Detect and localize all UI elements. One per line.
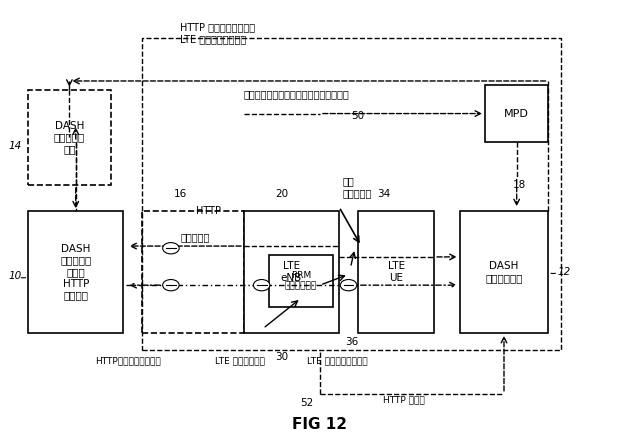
FancyBboxPatch shape	[142, 211, 244, 333]
Text: DASH
コンテンツ
準備: DASH コンテンツ 準備	[54, 121, 85, 154]
Text: 10: 10	[9, 271, 22, 282]
Text: DASH
クライアント: DASH クライアント	[485, 261, 523, 283]
Circle shape	[340, 279, 356, 291]
Text: 36: 36	[345, 337, 358, 347]
Text: MPD: MPD	[504, 109, 529, 118]
Circle shape	[163, 242, 179, 254]
Text: HTTP ゲット: HTTP ゲット	[383, 396, 425, 405]
FancyBboxPatch shape	[28, 90, 111, 185]
Text: RRM
スケジューラ: RRM スケジューラ	[285, 271, 317, 290]
Text: HTTP: HTTP	[196, 206, 221, 216]
FancyBboxPatch shape	[358, 211, 434, 333]
Text: 16: 16	[174, 189, 187, 199]
Circle shape	[163, 279, 179, 291]
Text: 12: 12	[557, 267, 571, 277]
FancyBboxPatch shape	[244, 211, 339, 333]
Text: キャッシュ: キャッシュ	[180, 232, 210, 242]
Text: DASH
セグメント
を持つ
HTTP
サーバー: DASH セグメント を持つ HTTP サーバー	[60, 244, 92, 301]
FancyBboxPatch shape	[269, 255, 333, 307]
Text: LTE
UE: LTE UE	[388, 261, 404, 283]
FancyBboxPatch shape	[28, 211, 124, 333]
Text: 無線
チャンネル: 無線 チャンネル	[342, 176, 372, 198]
Text: 30: 30	[275, 352, 289, 362]
FancyBboxPatch shape	[485, 85, 548, 142]
Text: LTE
eNB: LTE eNB	[281, 261, 302, 283]
Text: 52: 52	[301, 398, 314, 408]
Text: FIG 12: FIG 12	[292, 417, 348, 432]
FancyBboxPatch shape	[460, 211, 548, 333]
Text: 34: 34	[377, 189, 390, 199]
Text: LTE プロキシ取得: LTE プロキシ取得	[215, 357, 265, 366]
Text: ディープ・パケット・インスペクション: ディープ・パケット・インスペクション	[244, 89, 349, 99]
Text: HTTP サーバープッシュ
LTE プロキシプッシュ: HTTP サーバープッシュ LTE プロキシプッシュ	[180, 22, 255, 44]
Text: LTE プロキシプッシュ: LTE プロキシプッシュ	[307, 357, 368, 366]
Text: 50: 50	[351, 111, 365, 121]
Text: 14: 14	[9, 141, 22, 151]
Circle shape	[253, 279, 270, 291]
Text: 20: 20	[275, 189, 289, 199]
Text: 18: 18	[513, 180, 527, 190]
Text: HTTPサーバープッシュ: HTTPサーバープッシュ	[95, 357, 161, 366]
